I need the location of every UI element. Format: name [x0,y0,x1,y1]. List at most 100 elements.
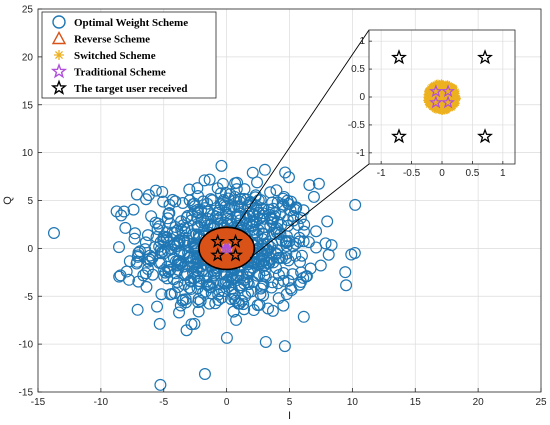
optimal-weight-point [158,264,171,277]
legend-entry-label: Traditional Scheme [74,67,166,79]
optimal-weight-point [232,200,245,213]
optimal-weight-point [204,218,217,231]
main-tick-label-x: 15 [410,397,422,408]
main-tick-label-y: 0 [27,244,33,255]
main-tick-label-y: -5 [24,292,33,303]
optimal-weight-point [192,305,205,318]
optimal-weight-point [264,186,277,199]
optimal-weight-point [127,203,140,216]
optimal-weight-point [247,223,260,236]
optimal-weight-point [302,236,315,249]
optimal-weight-point [144,254,157,267]
inset-target-point [477,128,493,144]
optimal-weight-point [153,317,166,330]
inset-switched-point [453,88,460,95]
inset-switched-point [425,102,432,109]
optimal-weight-point [265,281,278,294]
inset-switched-point [430,81,437,88]
optimal-weight-point [229,177,242,190]
main-tick-label-x: 10 [347,397,359,408]
optimal-weight-point [269,207,282,220]
inset-switched-point [438,92,445,99]
optimal-weight-point [47,227,60,240]
optimal-weight-point [131,303,144,316]
optimal-weight-point [165,287,178,300]
optimal-weight-point [307,190,320,203]
optimal-weight-point [161,272,174,285]
inset-switched-point [435,83,442,90]
optimal-weight-point [153,240,166,253]
inset-switched-point [442,96,449,103]
inset-tick-label-x: 1 [500,168,506,179]
optimal-weight-point [192,275,205,288]
inset-switched-point [438,79,445,86]
inset-target-point [477,49,493,65]
main-tick-label-y: 20 [22,52,34,63]
optimal-weight-point [171,275,184,288]
optimal-weight-point [176,196,189,209]
inset-data [391,49,493,144]
optimal-weight-point [321,215,334,228]
optimal-weight-point [139,236,152,249]
optimal-weight-point [345,248,358,261]
optimal-weight-point [192,206,205,219]
optimal-weight-point [197,286,210,299]
target-point [228,233,244,248]
optimal-weight-point [198,174,211,187]
optimal-weight-point [178,222,191,235]
optimal-weight-point [275,234,288,247]
optimal-weight-point [247,261,260,274]
inset-ticks: -1 -0.5 0 0.5 1 -1 -0.5 0 0.5 1 [348,36,506,179]
optimal-weight-point [110,205,123,218]
optimal-weight-point [118,205,131,218]
optimal-weight-point [234,193,247,206]
optimal-weight-point [248,256,261,269]
legend-entry-label: Reverse Scheme [74,34,150,46]
inset-tick-label-x: 0.5 [465,168,479,179]
inset-tick-label-x: -1 [377,168,386,179]
optimal-weight-point [113,241,126,254]
optimal-weight-point [278,190,291,203]
optimal-weight-point [298,218,311,231]
optimal-weight-point [259,231,272,244]
optimal-weight-point [259,270,272,283]
zoom-connector-lines [234,29,370,259]
optimal-weight-point [277,299,290,312]
optimal-weight-point [151,300,164,313]
optimal-weight-point [314,259,327,272]
main-tick-label-x: 5 [287,397,293,408]
optimal-weight-point [198,368,211,381]
optimal-weight-point [280,252,293,265]
inset-tick-label-x: -0.5 [403,168,421,179]
inset-switched-point [428,95,435,102]
optimal-weight-point [213,285,226,298]
optimal-weight-point [198,202,211,215]
inset-axes: -1 -0.5 0 0.5 1 -1 -0.5 0 0.5 1 [234,29,516,259]
optimal-weight-point [154,378,167,391]
main-tick-label-x: -10 [94,397,109,408]
inset-switched-point [448,100,455,107]
optimal-weight-point [290,202,303,215]
optimal-weight-point [179,293,192,306]
legend-marker-star [50,79,68,95]
optimal-weight-point [141,229,154,242]
optimal-weight-point [191,211,204,224]
optimal-weight-point [173,245,186,258]
optimal-weight-point [204,193,217,206]
optimal-weight-point [119,221,132,234]
optimal-weight-point [276,251,289,264]
inset-switched-point [444,98,451,105]
optimal-weight-point [213,204,226,217]
optimal-weight-point [303,179,316,192]
inset-tick-label-y: -1 [356,148,365,159]
main-tick-label-x: -5 [159,397,168,408]
optimal-weight-point [188,197,201,210]
optimal-weight-point [258,163,271,176]
optimal-weight-point [192,296,205,309]
inset-switched-point [449,105,456,112]
optimal-weight-point [282,274,295,287]
optimal-weight-point [277,274,290,287]
optimal-weight-point [156,185,169,198]
